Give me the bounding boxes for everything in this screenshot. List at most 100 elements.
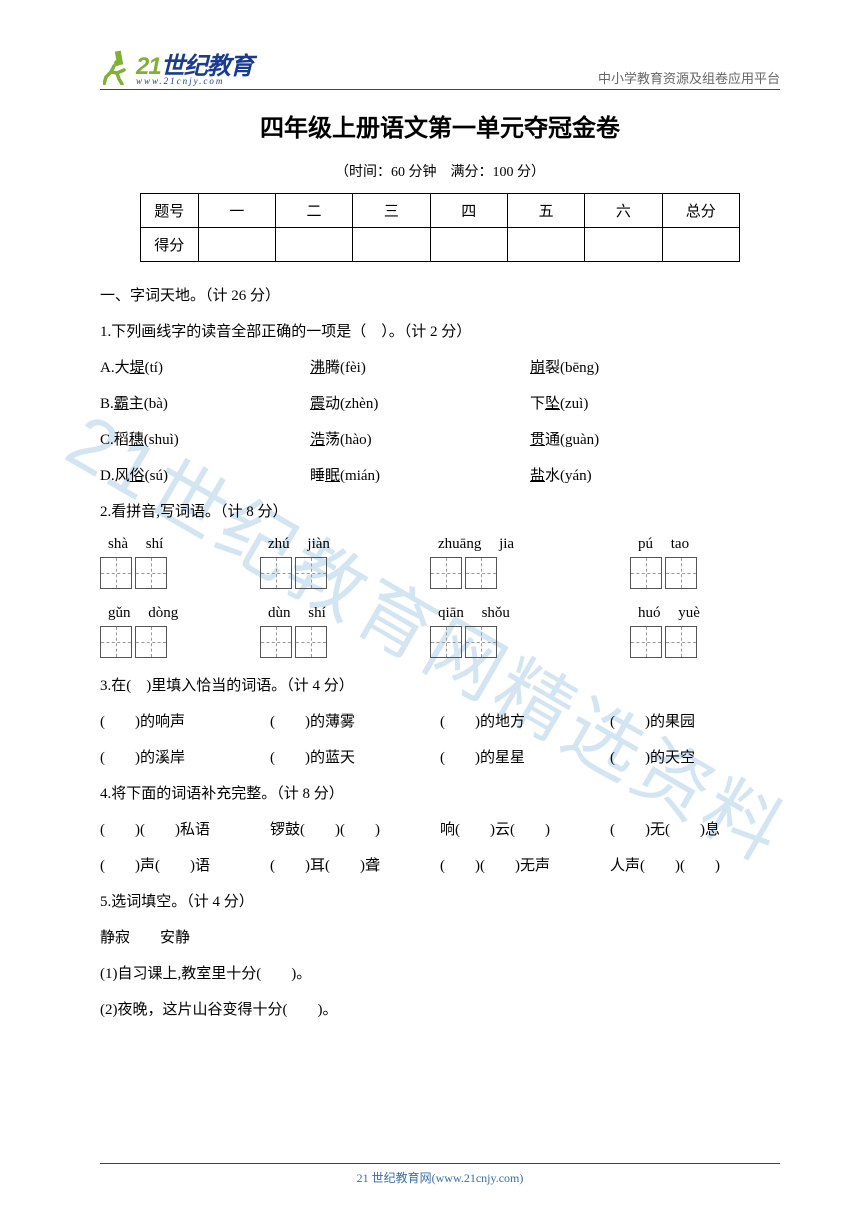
exam-title: 四年级上册语文第一单元夺冠金卷 [100, 108, 780, 143]
fill-item: ( )声( )语 [100, 848, 270, 884]
question-text: 2.看拼音,写词语。（计 8 分） [100, 494, 780, 530]
page-footer: 21 世纪教育网(www.21cnjy.com) [100, 1163, 780, 1186]
cell [430, 228, 507, 262]
option-cell: 沸腾(fèi) [310, 350, 530, 386]
option-cell: C.稻穗(shuì) [100, 422, 310, 458]
fill-item: ( )无( )息 [610, 812, 780, 848]
char-input-box[interactable] [295, 557, 327, 589]
cell: 总分 [662, 194, 739, 228]
fill-row: ( )的响声 ( )的薄雾 ( )的地方 ( )的果园 [100, 704, 780, 740]
pinyin-label: qiān shǒu [430, 605, 630, 622]
option-row: C.稻穗(shuì) 浩荡(hào) 贯通(guàn) [100, 422, 780, 458]
fill-item: ( )的地方 [440, 704, 610, 740]
fill-item: ( )的星星 [440, 740, 610, 776]
cell [662, 228, 739, 262]
fill-item: 人声( )( ) [610, 848, 780, 884]
cell: 二 [275, 194, 352, 228]
logo-runner-icon [100, 53, 130, 87]
pinyin-label: pú tao [630, 536, 780, 553]
fill-item: ( )( )私语 [100, 812, 270, 848]
char-input-box[interactable] [295, 626, 327, 658]
option-cell: 浩荡(hào) [310, 422, 530, 458]
char-input-box[interactable] [135, 557, 167, 589]
fill-item: ( )的薄雾 [270, 704, 440, 740]
char-input-box[interactable] [665, 626, 697, 658]
cell: 五 [507, 194, 584, 228]
fill-row: ( )声( )语 ( )耳( )聋 ( )( )无声 人声( )( ) [100, 848, 780, 884]
cell [585, 228, 662, 262]
char-input-box[interactable] [665, 557, 697, 589]
header-platform-text: 中小学教育资源及组卷应用平台 [598, 68, 780, 87]
fill-item: 响( )云( ) [440, 812, 610, 848]
question-text: 5.选词填空。（计 4 分） [100, 884, 780, 920]
logo-text: 21世纪教育 [136, 55, 253, 79]
char-input-box[interactable] [465, 557, 497, 589]
char-input-box[interactable] [135, 626, 167, 658]
question-text: 3.在( )里填入恰当的词语。（计 4 分） [100, 668, 780, 704]
char-input-box[interactable] [630, 626, 662, 658]
page-content: 四年级上册语文第一单元夺冠金卷 （时间：60 分钟 满分：100 分） 题号 一… [100, 108, 780, 1028]
fill-item: ( )的果园 [610, 704, 780, 740]
sub-question: (1)自习课上,教室里十分( )。 [100, 956, 780, 992]
char-input-box[interactable] [430, 557, 462, 589]
cell: 三 [353, 194, 430, 228]
option-cell: 睡眠(mián) [310, 458, 530, 494]
fill-item: ( )耳( )聋 [270, 848, 440, 884]
cell: 得分 [141, 228, 199, 262]
logo-url: www.21cnjy.com [136, 77, 253, 86]
fill-item: 锣鼓( )( ) [270, 812, 440, 848]
option-cell: 盐水(yán) [530, 458, 730, 494]
option-cell: 下坠(zuì) [530, 386, 730, 422]
table-row: 题号 一 二 三 四 五 六 总分 [141, 194, 740, 228]
pinyin-label: dùn shí [260, 605, 430, 622]
question-text: 4.将下面的词语补充完整。（计 8 分） [100, 776, 780, 812]
pinyin-label: zhú jiàn [260, 536, 430, 553]
char-input-box[interactable] [630, 557, 662, 589]
option-cell: 贯通(guàn) [530, 422, 730, 458]
cell: 题号 [141, 194, 199, 228]
option-row: A.大堤(tí) 沸腾(fèi) 崩裂(bēng) [100, 350, 780, 386]
char-input-box[interactable] [465, 626, 497, 658]
option-cell: 崩裂(bēng) [530, 350, 730, 386]
char-input-box[interactable] [100, 557, 132, 589]
fill-item: ( )的响声 [100, 704, 270, 740]
fill-item: ( )的天空 [610, 740, 780, 776]
pinyin-row: shà shí zhú jiàn zhuāng jia pú tao [100, 536, 780, 599]
section-heading: 一、字词天地。（计 26 分） [100, 278, 780, 314]
option-cell: A.大堤(tí) [100, 350, 310, 386]
word-bank: 静寂 安静 [100, 920, 780, 956]
char-input-box[interactable] [430, 626, 462, 658]
cell [507, 228, 584, 262]
cell: 六 [585, 194, 662, 228]
fill-row: ( )的溪岸 ( )的蓝天 ( )的星星 ( )的天空 [100, 740, 780, 776]
pinyin-label: shà shí [100, 536, 260, 553]
option-cell: D.风俗(sú) [100, 458, 310, 494]
pinyin-row: gǔn dòng dùn shí qiān shǒu huó yuè [100, 605, 780, 668]
logo: 21世纪教育 www.21cnjy.com [100, 53, 253, 87]
fill-item: ( )的蓝天 [270, 740, 440, 776]
char-input-box[interactable] [260, 626, 292, 658]
page-header: 21世纪教育 www.21cnjy.com 中小学教育资源及组卷应用平台 [100, 40, 780, 90]
pinyin-label: gǔn dòng [100, 605, 260, 622]
fill-item: ( )的溪岸 [100, 740, 270, 776]
option-cell: 震动(zhèn) [310, 386, 530, 422]
option-row: B.霸主(bà) 震动(zhèn) 下坠(zuì) [100, 386, 780, 422]
char-input-box[interactable] [100, 626, 132, 658]
char-input-box[interactable] [260, 557, 292, 589]
option-cell: B.霸主(bà) [100, 386, 310, 422]
score-table: 题号 一 二 三 四 五 六 总分 得分 [140, 193, 740, 262]
pinyin-label: huó yuè [630, 605, 780, 622]
pinyin-label: zhuāng jia [430, 536, 630, 553]
cell [275, 228, 352, 262]
cell: 四 [430, 194, 507, 228]
option-row: D.风俗(sú) 睡眠(mián) 盐水(yán) [100, 458, 780, 494]
cell [198, 228, 275, 262]
question-text: 1.下列画线字的读音全部正确的一项是（ ）。（计 2 分） [100, 314, 780, 350]
table-row: 得分 [141, 228, 740, 262]
fill-row: ( )( )私语 锣鼓( )( ) 响( )云( ) ( )无( )息 [100, 812, 780, 848]
cell: 一 [198, 194, 275, 228]
exam-subtitle: （时间：60 分钟 满分：100 分） [100, 161, 780, 181]
cell [353, 228, 430, 262]
fill-item: ( )( )无声 [440, 848, 610, 884]
sub-question: (2)夜晚，这片山谷变得十分( )。 [100, 992, 780, 1028]
